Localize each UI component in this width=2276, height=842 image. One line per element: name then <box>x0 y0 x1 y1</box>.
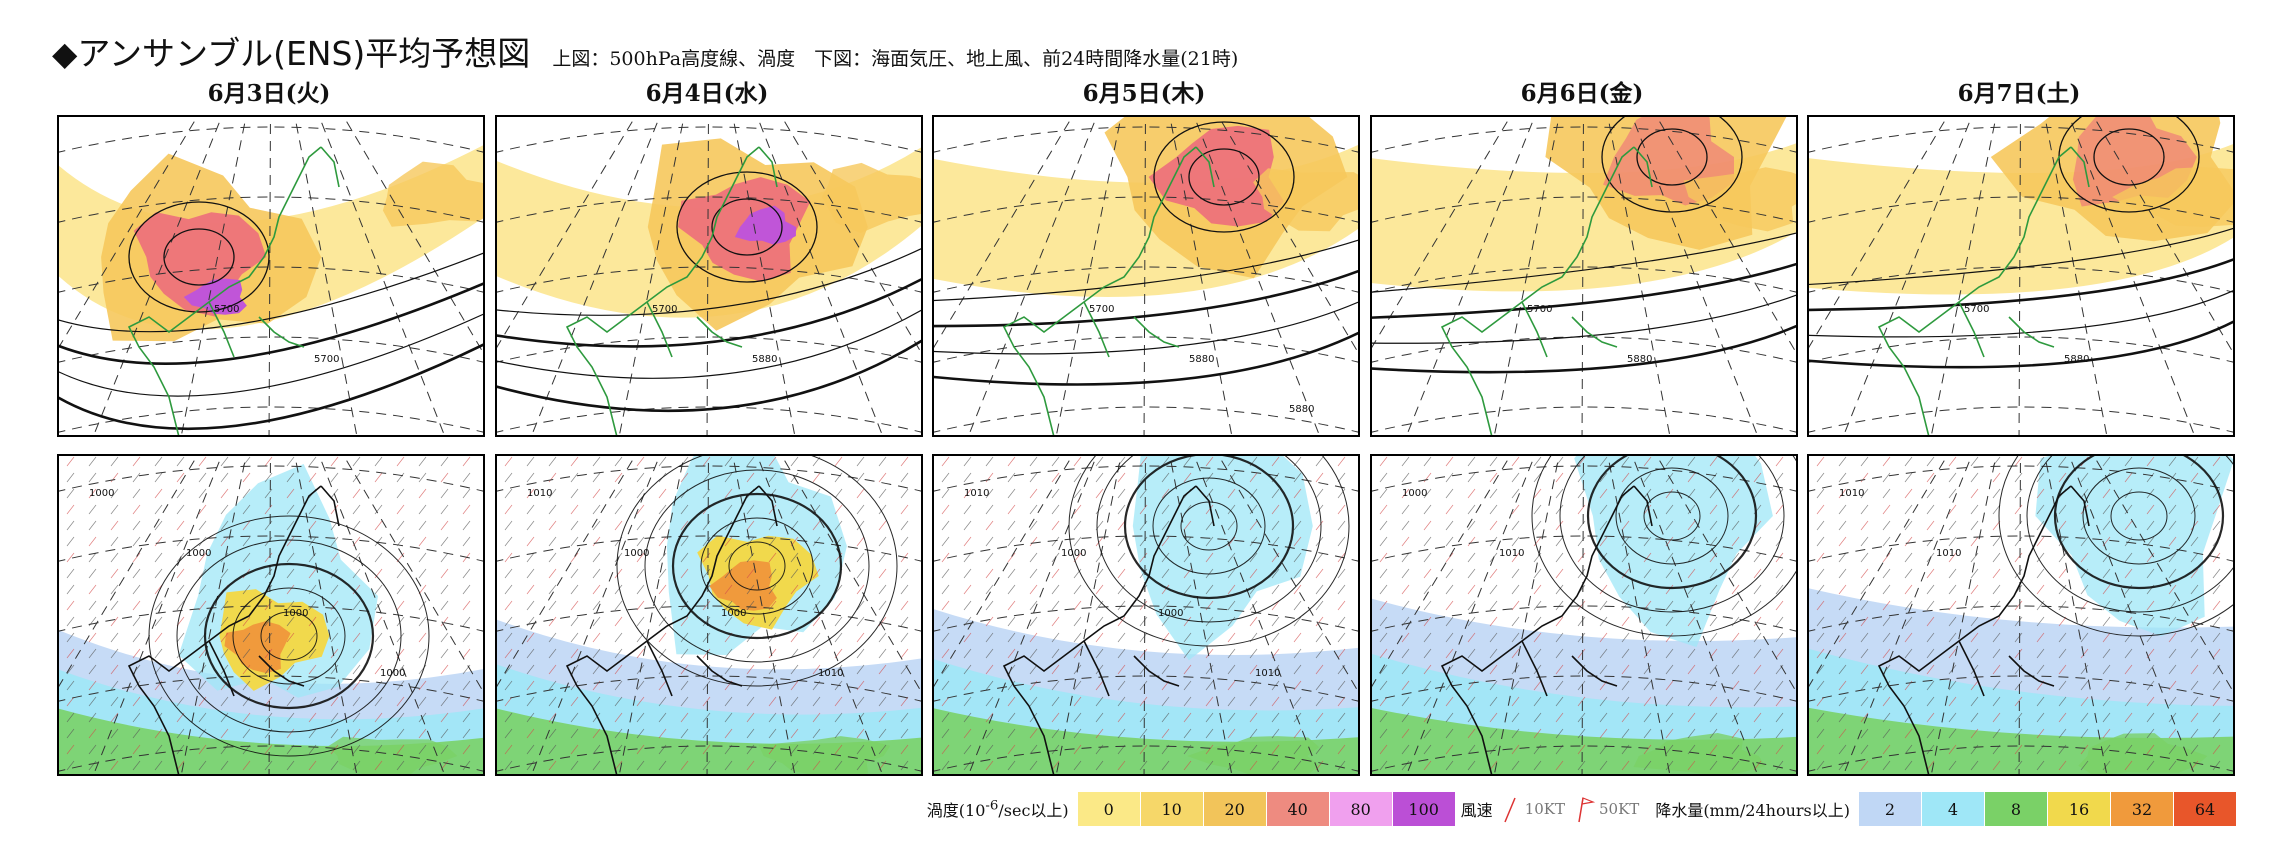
wind-barb-10kt-icon <box>1503 797 1516 823</box>
height-contour-label: 5880 <box>2064 354 2089 365</box>
lower-surface-map: 1000 1000 1000 1000 <box>57 454 485 776</box>
height-contour-label: 5700 <box>1527 304 1552 315</box>
isobar-label: 1010 <box>818 668 843 679</box>
wind-50kt-symbol: 50KT <box>1575 794 1639 824</box>
isobar-label: 1000 <box>283 608 308 619</box>
legend-swatch: 32 <box>2110 792 2173 826</box>
lower-map-graphic: 1010 1000 1000 1010 <box>934 456 1358 774</box>
height-contour-label: 5700 <box>1089 304 1114 315</box>
legend-swatch: 0 <box>1076 792 1140 826</box>
height-contour-label: 5880 <box>1289 404 1314 415</box>
upper-map-graphic: 5700 5880 <box>1809 117 2233 435</box>
date-label: 6月5日(木) <box>1082 80 1206 107</box>
legend-swatch: 100 <box>1391 792 1455 826</box>
legend-swatch: 2 <box>1858 792 1921 826</box>
lower-surface-map: 1010 1010 <box>1807 454 2235 776</box>
height-contour-label: 5700 <box>314 354 339 365</box>
isobar-label: 1000 <box>380 668 405 679</box>
isobar-label: 1000 <box>1061 548 1086 559</box>
isobar-label: 1010 <box>527 488 552 499</box>
precip-scale: 2 4 8 16 32 64 <box>1858 792 2236 826</box>
lower-surface-map: 1010 1000 1000 1010 <box>932 454 1360 776</box>
vorticity-exponent: -6 <box>985 798 999 814</box>
height-contour-label: 5700 <box>214 304 239 315</box>
vorticity-legend-label: 渦度(10-6/sec以上) <box>927 797 1069 821</box>
figure-subtitle: 上図：500hPa高度線、渦度 下図：海面気圧、地上風、前24時間降水量(21時… <box>552 48 1239 70</box>
vorticity-label-text: 渦度(10 <box>926 801 986 820</box>
upper-map-graphic: 5700 5880 <box>497 117 921 435</box>
lower-surface-map: 1000 1010 <box>1370 454 1798 776</box>
upper-500hpa-map: 5700 5880 <box>1370 115 1798 437</box>
vorticity-scale: 0 10 20 40 80 100 <box>1076 792 1455 826</box>
isobar-label: 1000 <box>721 608 746 619</box>
upper-map-graphic: 5700 5700 <box>59 117 483 435</box>
lower-surface-map: 1010 1000 1000 1010 <box>495 454 923 776</box>
date-label: 6月6日(金) <box>1520 80 1644 107</box>
height-contour-label: 5700 <box>652 304 677 315</box>
legend-swatch: 8 <box>1984 792 2047 826</box>
isobar-label: 1010 <box>1499 548 1524 559</box>
upper-500hpa-map: 5700 5880 5880 <box>932 115 1360 437</box>
lower-map-graphic: 1010 1010 <box>1809 456 2233 774</box>
upper-500hpa-map: 5700 5880 <box>495 115 923 437</box>
vorticity-unit: /sec以上) <box>998 801 1069 820</box>
legend-swatch: 4 <box>1921 792 1984 826</box>
wind-legend-label: 風速 <box>1460 801 1493 820</box>
wind-10kt-label: 10KT <box>1524 800 1565 818</box>
date-label: 6月4日(水) <box>645 80 769 107</box>
lower-map-graphic: 1010 1000 1000 1010 <box>497 456 921 774</box>
height-contour-label: 5880 <box>1627 354 1652 365</box>
upper-500hpa-map: 5700 5880 <box>1807 115 2235 437</box>
lower-map-graphic: 1000 1000 1000 1000 <box>59 456 483 774</box>
date-label: 6月7日(土) <box>1957 80 2081 107</box>
isobar-label: 1010 <box>964 488 989 499</box>
height-contour-label: 5700 <box>1964 304 1989 315</box>
isobar-label: 1010 <box>1936 548 1961 559</box>
height-contour-label: 5880 <box>1189 354 1214 365</box>
legend-swatch: 64 <box>2173 792 2236 826</box>
height-contour-label: 5880 <box>752 354 777 365</box>
isobar-label: 1000 <box>186 548 211 559</box>
legend-swatch: 16 <box>2047 792 2110 826</box>
upper-map-graphic: 5700 5880 <box>1372 117 1796 435</box>
figure-header: ◆アンサンブル(ENS)平均予想図 上図：500hPa高度線、渦度 下図：海面気… <box>52 20 1238 76</box>
precip-legend-label: 降水量(mm/24hours以上) <box>1655 801 1850 820</box>
legend-swatch: 10 <box>1139 792 1203 826</box>
isobar-label: 1000 <box>1158 608 1183 619</box>
isobar-label: 1000 <box>624 548 649 559</box>
wind-10kt-symbol: 10KT <box>1501 794 1565 824</box>
isobar-label: 1010 <box>1839 488 1864 499</box>
legend-swatch: 40 <box>1265 792 1329 826</box>
legend-swatch: 80 <box>1328 792 1392 826</box>
figure-title: ◆アンサンブル(ENS)平均予想図 <box>52 34 531 73</box>
legend: 渦度(10-6/sec以上) 0 10 20 40 80 100 風速 10KT 50KT… <box>921 791 2236 827</box>
upper-500hpa-map: 5700 5700 <box>57 115 485 437</box>
wind-50kt-label: 50KT <box>1599 800 1640 818</box>
lower-map-graphic: 1000 1010 <box>1372 456 1796 774</box>
upper-map-graphic: 5700 5880 5880 <box>934 117 1358 435</box>
wind-barb-50kt-icon <box>1578 797 1596 823</box>
isobar-label: 1000 <box>1402 488 1427 499</box>
isobar-label: 1000 <box>89 488 114 499</box>
isobar-label: 1010 <box>1255 668 1280 679</box>
date-label: 6月3日(火) <box>207 80 331 107</box>
legend-swatch: 20 <box>1202 792 1266 826</box>
